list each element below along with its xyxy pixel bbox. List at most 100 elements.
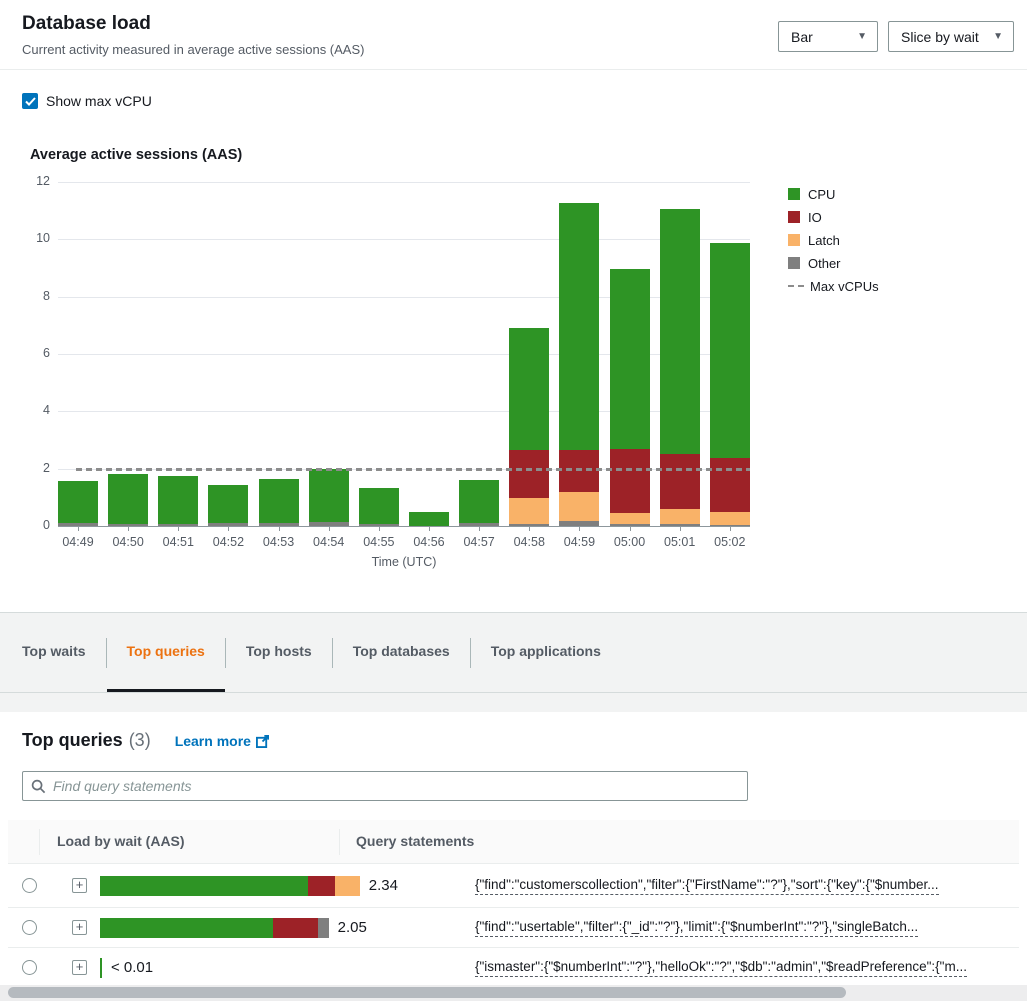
bar-04:58 [509,182,550,526]
bar-segment-05:02-Other[interactable] [709,524,750,526]
bar-segment-05:01-Other[interactable] [659,524,700,526]
bar-segment-04:50-CPU[interactable] [108,473,149,524]
bar-segment-05:01-Latch[interactable] [659,509,700,525]
bar-segment-04:59-IO[interactable] [559,450,600,492]
column-header-query-statements: Query statements [356,833,475,849]
row-radio-button[interactable] [22,919,37,935]
legend-label: Other [808,255,841,271]
bar-segment-04:57-Other[interactable] [459,523,500,526]
y-tick-label-4: 4 [43,403,50,418]
bar-segment-04:56-CPU[interactable] [408,511,449,526]
bar-segment-04:52-CPU[interactable] [208,484,249,523]
query-statement-link[interactable]: {"find":"usertable","filter":{"_id":"?"}… [475,919,919,937]
bar-segment-04:49-CPU[interactable] [58,481,98,524]
x-tick-label-04:56: 04:56 [413,535,445,549]
x-tick-label-04:57: 04:57 [463,535,495,549]
bar-segment-04:55-CPU[interactable] [358,488,399,524]
bar-segment-04:53-CPU[interactable] [258,478,299,523]
bar-04:57 [459,182,500,526]
max-vcpus-line [76,467,750,471]
table-row: + < 0.01 {"ismaster":{"$numberInt":"?"},"h… [8,948,1019,988]
row-radio-button[interactable] [22,959,37,975]
x-tick-label-05:01: 05:01 [664,535,696,549]
bar-04:56 [408,182,449,526]
legend-label: IO [808,209,822,225]
card-header: Top queries (3) Learn more [22,730,269,751]
y-tick-label-12: 12 [36,174,50,188]
query-statement-link[interactable]: {"ismaster":{"$numberInt":"?"},"helloOk"… [475,959,967,977]
gridline-10 [58,239,750,241]
bar-05:02 [709,182,750,526]
expand-row-icon[interactable]: + [72,877,87,893]
checkmark-icon [24,96,36,106]
legend-swatch-icon [788,211,800,223]
bar-segment-05:02-CPU[interactable] [709,243,750,459]
bar-segment-04:51-Other[interactable] [158,524,199,526]
tab-top-waits[interactable]: Top waits [22,643,86,659]
horizontal-scrollbar-thumb[interactable] [8,987,846,998]
legend-swatch-icon [788,234,800,246]
load-segment-io [307,875,336,896]
bar-segment-05:01-IO[interactable] [659,454,700,510]
bar-segment-04:53-Other[interactable] [258,522,299,526]
row-radio-button[interactable] [22,877,37,893]
bar-segment-05:01-CPU[interactable] [659,209,700,455]
show-max-vcpu-checkbox[interactable] [22,93,38,109]
search-input[interactable] [53,778,739,794]
x-tick-05:01 [679,526,681,531]
bar-segment-05:00-CPU[interactable] [609,269,650,449]
show-max-vcpu-row: Show max vCPU [22,93,152,109]
bar-segment-04:49-Other[interactable] [58,523,98,526]
bar-segment-04:58-CPU[interactable] [509,327,550,451]
bar-segment-04:58-Other[interactable] [509,524,550,526]
bar-segment-05:00-Latch[interactable] [609,513,650,524]
bar-segment-04:55-Other[interactable] [358,523,399,526]
bar-segment-04:54-CPU[interactable] [308,469,349,522]
x-axis-title: Time (UTC) [371,555,437,569]
bar-segment-05:02-Latch[interactable] [709,512,750,525]
tab-top-databases[interactable]: Top databases [352,643,450,659]
x-tick-label-04:50: 04:50 [112,535,144,549]
bar-segment-04:50-Other[interactable] [108,524,149,526]
chevron-down-icon: ▼ [857,31,867,42]
tabs-band: Top waits Top queries Top hosts Top databas… [0,612,1027,712]
expand-row-icon[interactable]: + [72,959,87,975]
x-tick-04:53 [278,526,280,531]
bar-segment-04:59-CPU[interactable] [559,203,600,451]
bar-segment-04:58-IO[interactable] [509,450,550,498]
show-max-vcpu-label: Show max vCPU [46,93,152,109]
load-segment-cpu [100,917,274,938]
chart-type-dropdown[interactable]: Bar ▼ [778,21,878,52]
horizontal-scrollbar-track[interactable] [0,985,1027,1001]
tab-top-hosts[interactable]: Top hosts [245,643,312,659]
bar-segment-05:00-IO[interactable] [609,448,650,514]
bar-segment-04:54-Other[interactable] [308,521,349,526]
legend-dashed-line-icon [788,285,805,287]
legend-label: Latch [808,232,840,248]
bar-04:49 [58,182,98,526]
bar-segment-04:59-Latch[interactable] [559,491,600,521]
expand-row-icon[interactable]: + [72,919,87,935]
column-divider [39,829,40,855]
bar-04:52 [208,182,249,526]
x-tick-04:56 [428,526,430,531]
slice-by-dropdown[interactable]: Slice by wait ▼ [888,21,1014,52]
bar-segment-04:51-CPU[interactable] [158,475,199,525]
tab-divider [331,637,333,668]
y-tick-label-10: 10 [36,231,50,246]
bar-04:59 [559,182,600,526]
query-statement-link[interactable]: {"find":"customerscollection","filter":{… [475,877,939,895]
x-tick-label-04:55: 04:55 [363,535,395,549]
y-tick-label-6: 6 [43,346,50,360]
tab-top-queries[interactable]: Top queries [106,613,225,692]
bar-segment-04:57-CPU[interactable] [459,480,500,524]
learn-more-link[interactable]: Learn more [175,733,269,749]
x-tick-label-05:00: 05:00 [613,535,646,549]
tabs-strip: Top waits Top queries Top hosts Top databas… [0,613,1027,693]
bar-segment-04:59-Other[interactable] [559,520,600,526]
bar-segment-05:00-Other[interactable] [609,523,650,526]
bar-segment-04:52-Other[interactable] [208,522,249,526]
bar-segment-05:02-IO[interactable] [709,458,750,513]
bar-segment-04:58-Latch[interactable] [509,497,550,525]
tab-top-applications[interactable]: Top applications [490,643,601,659]
